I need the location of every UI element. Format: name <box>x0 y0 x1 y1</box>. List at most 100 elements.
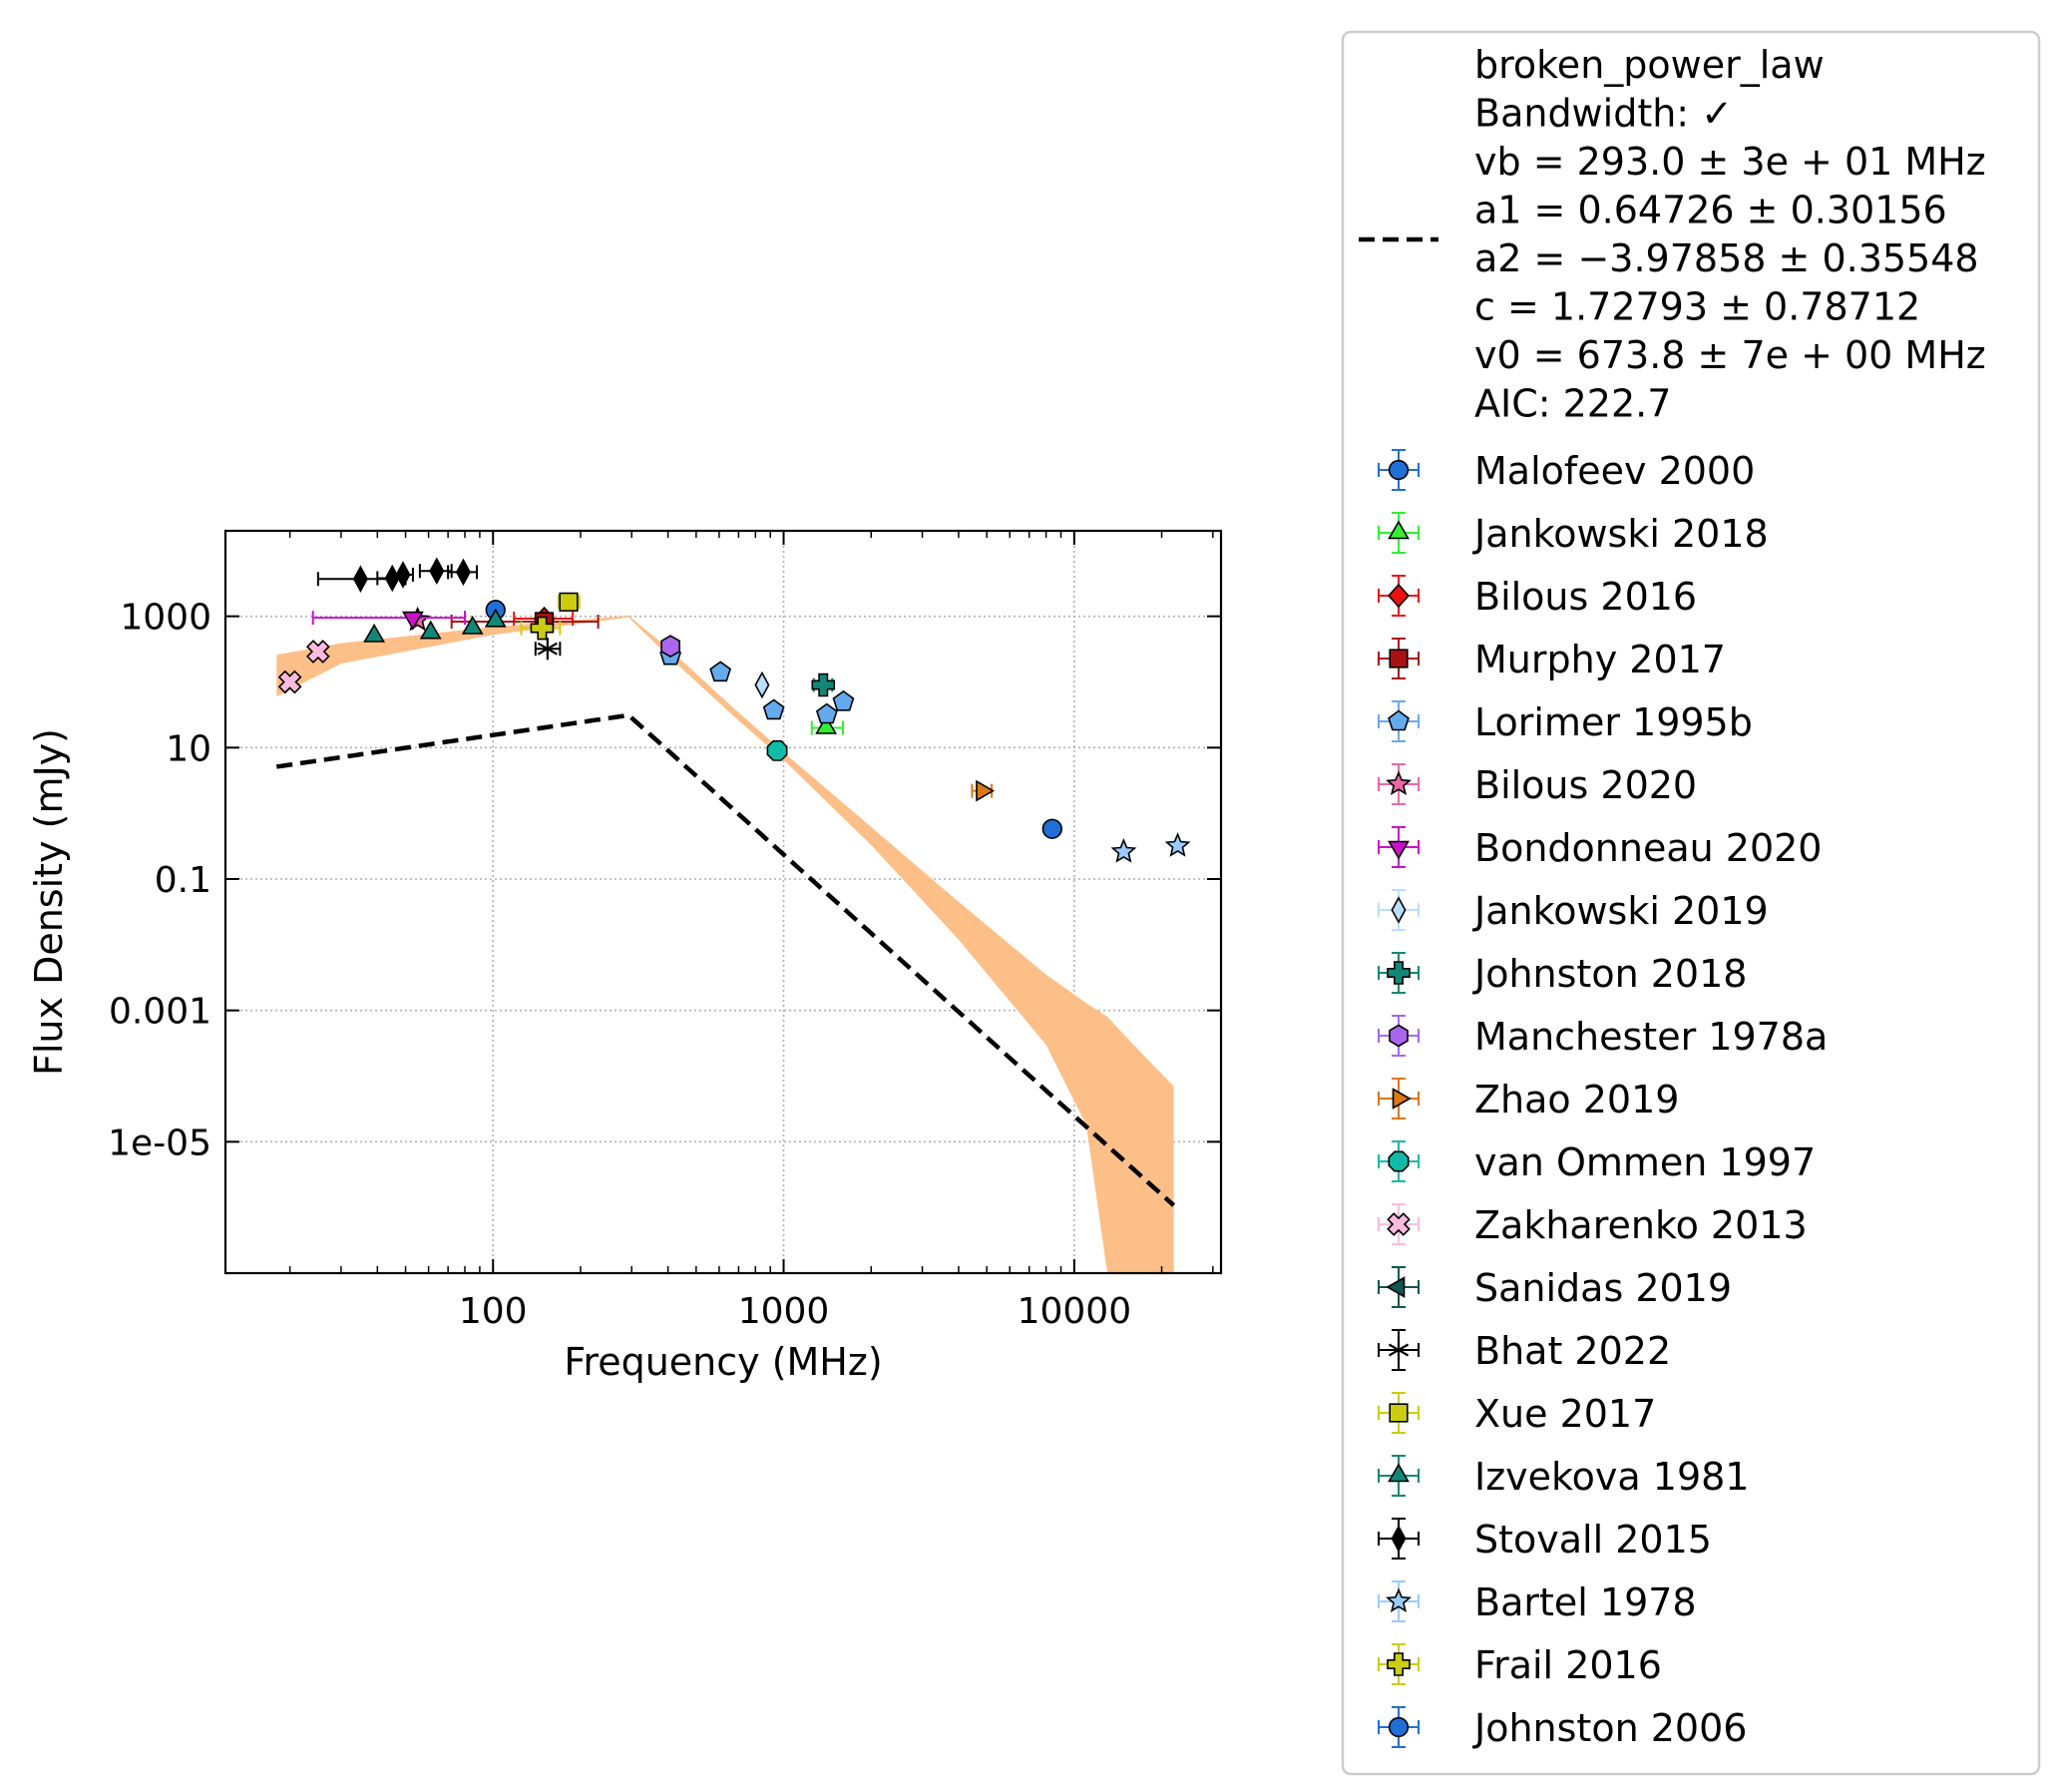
legend-item: Lorimer 1995b <box>1378 700 1753 744</box>
data-point <box>832 689 855 711</box>
data-point <box>1041 818 1062 839</box>
series-frail-2016 <box>520 616 562 641</box>
legend-marker <box>1391 1525 1407 1553</box>
legend-label: Sanidas 2019 <box>1474 1266 1732 1310</box>
series-jankowski-2019 <box>754 671 770 699</box>
x-tick-label: 10000 <box>1018 1291 1132 1332</box>
y-tick-label: 10 <box>166 728 211 769</box>
legend-item: Johnston 2018 <box>1378 952 1747 996</box>
data-point <box>530 616 555 641</box>
series-bondonneau-2020 <box>311 611 467 631</box>
fit-uncertainty-band <box>276 616 1174 1273</box>
x-tick-label: 100 <box>459 1291 528 1332</box>
legend-item: Bhat 2022 <box>1378 1329 1671 1373</box>
data-point <box>484 608 507 628</box>
legend-marker <box>1388 709 1410 731</box>
legend-marker <box>1388 459 1410 481</box>
legend-item: Stovall 2015 <box>1378 1518 1712 1562</box>
legend-label: Malofeev 2000 <box>1474 449 1755 493</box>
legend-item: Bilous 2016 <box>1378 575 1697 619</box>
ticks-layer: 100 1000 10000 1e-05 0.001 0.1 10 1000 <box>108 531 1221 1332</box>
data-point <box>559 592 579 612</box>
legend-fit-text: Bandwidth: ✓ <box>1474 92 1733 136</box>
data-point <box>815 702 838 724</box>
data-point <box>419 620 442 640</box>
legend-marker <box>1387 1652 1411 1676</box>
legend-label: Manchester 1978a <box>1474 1015 1828 1059</box>
legend-marker <box>1386 1587 1412 1612</box>
legend-label: Zakharenko 2013 <box>1474 1203 1808 1247</box>
data-point <box>1164 832 1191 857</box>
legend-marker <box>1391 896 1407 924</box>
legend-item: Bartel 1978 <box>1378 1580 1697 1624</box>
legend-marker <box>1386 770 1412 795</box>
legend-fit-text: vb = 293.0 ± 3e + 01 MHz <box>1474 140 1986 184</box>
legend-marker <box>1389 1403 1409 1423</box>
legend-label: Jankowski 2018 <box>1472 512 1769 556</box>
legend-marker <box>1388 583 1410 609</box>
legend-marker <box>1386 1276 1406 1298</box>
legend-marker <box>1389 1024 1409 1048</box>
series-manchester-1978a <box>660 635 681 659</box>
legend-item: Frail 2016 <box>1378 1643 1662 1687</box>
data-point <box>660 635 681 659</box>
series-johnston-2006 <box>1041 818 1062 839</box>
legend-marker <box>1388 840 1410 860</box>
series-jankowski-2018 <box>810 714 845 735</box>
legend-label: Jankowski 2019 <box>1472 889 1769 933</box>
series-zhao-2019 <box>971 779 996 802</box>
legend-fit-text: a1 = 0.64726 ± 0.30156 <box>1474 189 1947 232</box>
legend-label: Lorimer 1995b <box>1474 700 1753 744</box>
data-point <box>277 670 302 694</box>
data-point <box>352 565 368 594</box>
legend-items: Malofeev 2000 Jankowski 2018 Bilous 2016 Mu… <box>1378 449 1828 1750</box>
legend-item: van Ommen 1997 <box>1378 1140 1816 1184</box>
legend-marker <box>1388 1150 1410 1172</box>
data-point <box>709 661 732 682</box>
data-point <box>762 698 785 720</box>
data-point <box>305 640 330 664</box>
series-zakharenko-2013 <box>277 640 330 694</box>
x-tick-label: 1000 <box>738 1291 830 1332</box>
legend-item: Manchester 1978a <box>1378 1015 1828 1059</box>
data-point <box>811 672 836 697</box>
data-point <box>429 557 445 585</box>
y-tick-label: 1000 <box>120 598 211 639</box>
legend-fit-text: c = 1.72793 ± 0.78712 <box>1474 285 1920 329</box>
fit-band-layer <box>276 616 1174 1273</box>
legend-item: Malofeev 2000 <box>1378 449 1755 493</box>
legend-marker <box>1388 1339 1410 1361</box>
legend-label: Johnston 2018 <box>1472 952 1747 996</box>
legend-fit-text: AIC: 222.7 <box>1474 382 1671 426</box>
legend-item: Xue 2017 <box>1378 1392 1656 1436</box>
data-point <box>461 615 484 635</box>
legend-item: Bilous 2020 <box>1378 763 1697 807</box>
data-point <box>976 779 996 802</box>
legend-item: Bondonneau 2020 <box>1378 826 1822 870</box>
plot-frame <box>223 529 1223 1275</box>
asterisk-stroke <box>537 642 558 656</box>
data-point <box>537 638 558 661</box>
legend-label: Bilous 2020 <box>1474 763 1697 807</box>
y-tick-label: 1e-05 <box>108 1122 211 1163</box>
series-izvekova-1981 <box>363 608 507 643</box>
legend-fit-text: broken_power_law <box>1474 43 1825 87</box>
series-johnston-2018 <box>811 672 836 697</box>
legend-label: Bartel 1978 <box>1474 1580 1697 1624</box>
legend-item: Zakharenko 2013 <box>1378 1203 1808 1247</box>
asterisk-stroke <box>1388 1343 1410 1357</box>
data-point <box>1110 838 1137 863</box>
legend-marker <box>1388 1463 1410 1483</box>
legend-marker <box>1388 1716 1410 1738</box>
legend-item: Izvekova 1981 <box>1378 1455 1749 1499</box>
legend-label: Stovall 2015 <box>1474 1518 1712 1562</box>
data-points-layer <box>277 557 1191 863</box>
data-point <box>395 561 411 589</box>
data-point <box>754 671 770 699</box>
legend-marker <box>1387 961 1411 985</box>
legend-label: Murphy 2017 <box>1474 638 1726 681</box>
legend-label: Bilous 2016 <box>1474 575 1697 619</box>
series-van-ommen-1997 <box>766 739 788 761</box>
legend-label: Izvekova 1981 <box>1474 1455 1749 1499</box>
